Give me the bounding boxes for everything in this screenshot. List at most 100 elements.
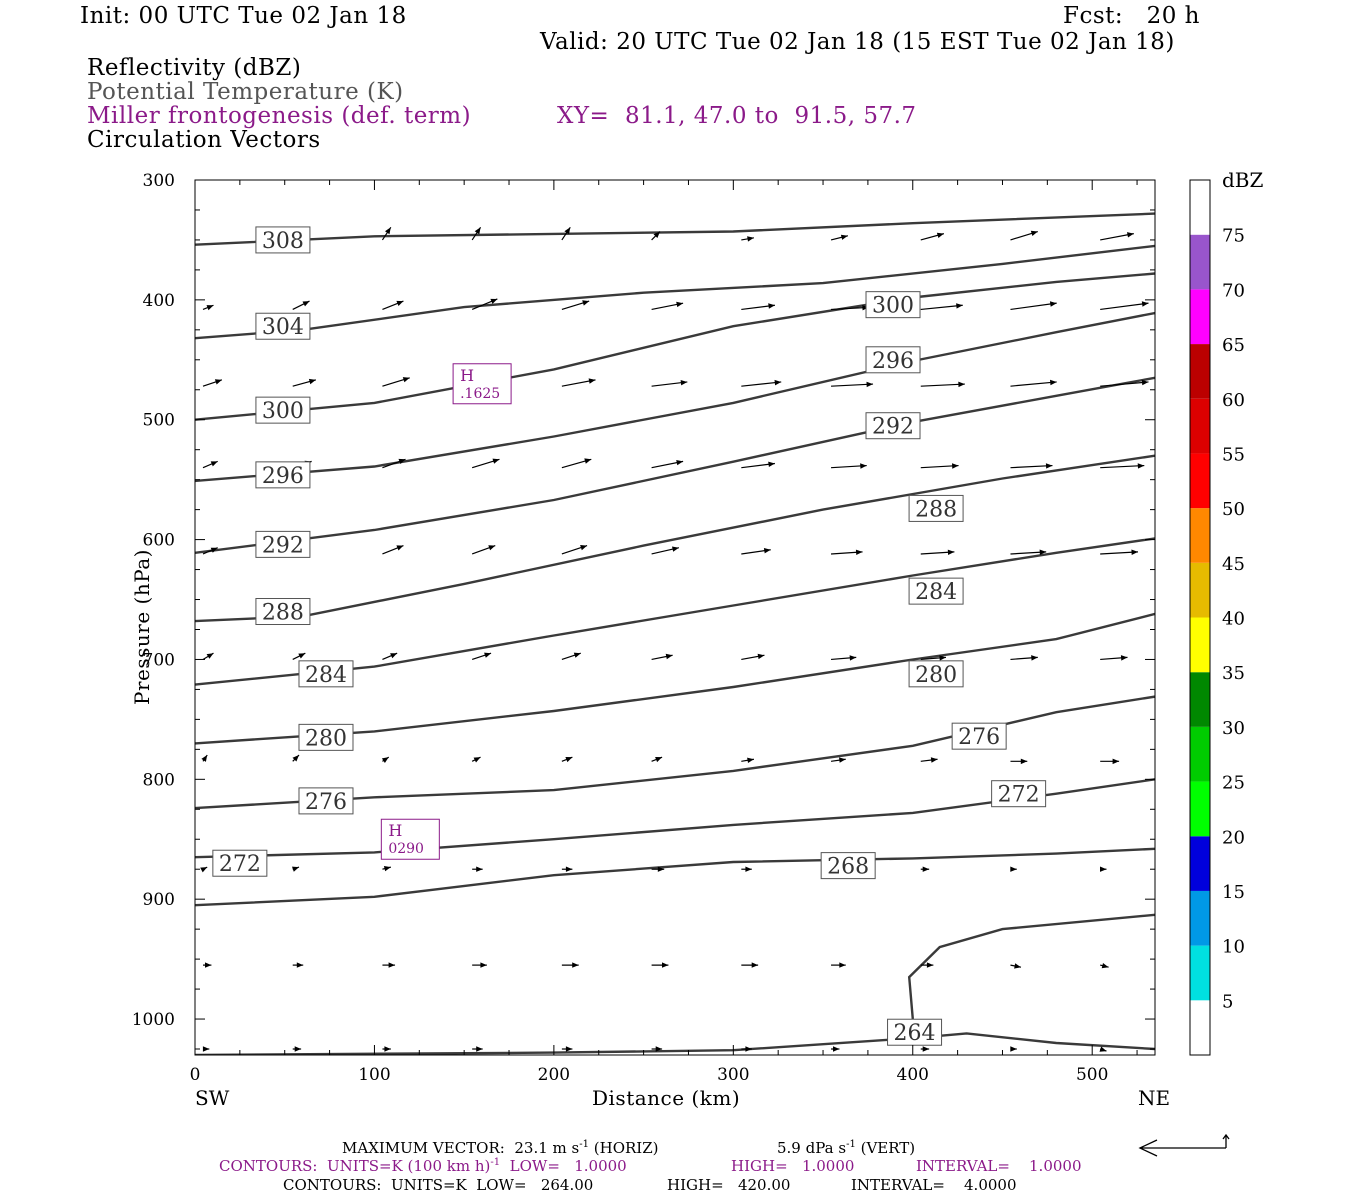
footer-contours-theta-interval: INTERVAL= 4.0000 [851,1176,1017,1194]
circulation-vector [741,303,775,311]
footer-contours-theta: CONTOURS: UNITS=K LOW= 264.00 [283,1176,594,1194]
colorbar-segment [1190,836,1210,891]
circulation-vector [651,301,684,311]
circulation-vector [1100,866,1107,872]
y-tick-label: 1000 [132,1010,175,1030]
circulation-vector [1100,463,1145,469]
x-axis-title: Distance (km) [592,1086,741,1110]
circulation-vector [201,754,208,762]
isentrope-label: 264 [887,1018,943,1046]
footer-contours-theta-high: HIGH= 420.00 [667,1176,791,1194]
colorbar-level-label: 75 [1222,226,1245,247]
circulation-vector [831,1046,840,1052]
circulation-vector [830,549,863,555]
colorbar-level-label: 10 [1222,937,1245,958]
colorbar-segment [1190,398,1210,454]
footer-contours-frontogenesis-interval: INTERVAL= 1.0000 [916,1157,1082,1175]
circulation-vector [920,866,930,872]
svg-text:H: H [460,366,474,385]
circulation-vector [651,460,684,469]
circulation-vector [561,756,573,763]
isentrope-label: 296 [865,346,921,374]
y-tick-label: 300 [143,171,175,191]
svg-text:308: 308 [262,229,304,254]
colorbar-level-label: 50 [1222,499,1245,520]
circulation-vector [830,234,848,241]
colorbar-level-label: 70 [1222,280,1245,301]
isentrope-line-308 [195,212,1155,246]
x-tick-label: 500 [1076,1065,1108,1085]
circulation-vector [382,377,410,387]
circulation-vector [1100,301,1149,311]
circulation-vector [292,962,304,968]
svg-text:304: 304 [262,315,304,340]
plot-frame [194,179,1156,1056]
reference-vector-arrow [1138,1133,1230,1157]
circulation-vector [741,548,771,555]
circulation-vector [1010,549,1047,555]
circulation-vector [292,866,300,872]
svg-text:272: 272 [219,852,261,877]
circulation-vector [920,757,938,763]
svg-text:.1625: .1625 [460,386,500,402]
circulation-vector [651,962,669,968]
colorbar-level-label: 65 [1222,335,1245,356]
colorbar-segment [1190,508,1210,563]
circulation-vector [382,545,404,555]
circulation-vector [471,756,481,763]
svg-text:292: 292 [872,415,914,440]
colorbar-segment [1190,234,1210,290]
circulation-vector [292,652,306,660]
circulation-vector [651,546,680,555]
circulation-vector [202,652,214,660]
field-circulation-vectors: Circulation Vectors [87,127,321,153]
isentrope-label: 284 [908,577,964,605]
isentrope-label: 300 [865,291,921,319]
colorbar-level-label: 20 [1222,827,1245,848]
svg-text:276: 276 [958,725,1000,750]
circulation-vector [292,378,316,387]
colorbar-level-label: 60 [1222,390,1245,411]
isentrope-label: 284 [298,660,354,688]
circulation-vector [561,1046,573,1052]
circulation-vector [920,549,955,555]
colorbar-unit: dBZ [1222,168,1264,192]
colorbar-level-label: 45 [1222,554,1245,575]
svg-text:H: H [388,821,402,840]
circulation-vector [202,1046,210,1052]
circulation-vector [741,866,752,872]
circulation-vector [382,962,396,968]
y-tick-label: 700 [143,650,175,670]
svg-text:272: 272 [998,783,1040,808]
circulation-vector [831,463,867,469]
isentrope-label: 272 [991,780,1047,808]
circulation-vector [920,962,934,968]
circulation-vector [472,1046,483,1052]
circulation-vector [471,458,500,469]
isentrope-label: 280 [908,660,964,688]
colorbar-segment [1190,672,1210,727]
circulation-vector [202,304,214,311]
circulation-vector [920,232,945,241]
sw-label: SW [195,1086,230,1110]
svg-text:296: 296 [262,464,304,489]
colorbar-segment [1190,453,1210,509]
colorbar-segment [1190,781,1210,837]
x-tick-label: 400 [897,1065,929,1085]
colorbar-segment [1190,180,1210,235]
circulation-vector [202,460,218,469]
circulation-vector [1100,379,1149,387]
circulation-vector [202,547,218,555]
footer-max-vector: MAXIMUM VECTOR: 23.1 m s-1 (HORIZ) [342,1139,659,1157]
circulation-vector [561,300,590,311]
colorbar-level-label: 5 [1222,991,1233,1012]
circulation-vector [1010,379,1057,387]
reflectivity-colorbar: 5 10 15 20 25 30 35 40 45 50 55 60 65 70 75 [1189,179,1245,1056]
footer-max-vert: 5.9 dPa s-1 (VERT) [777,1139,916,1157]
colorbar-segment [1190,890,1210,946]
isentrope-line-300 [195,272,1155,421]
circulation-vector [1010,301,1057,311]
valid-time: Valid: 20 UTC Tue 02 Jan 18 (15 EST Tue … [540,29,1175,55]
